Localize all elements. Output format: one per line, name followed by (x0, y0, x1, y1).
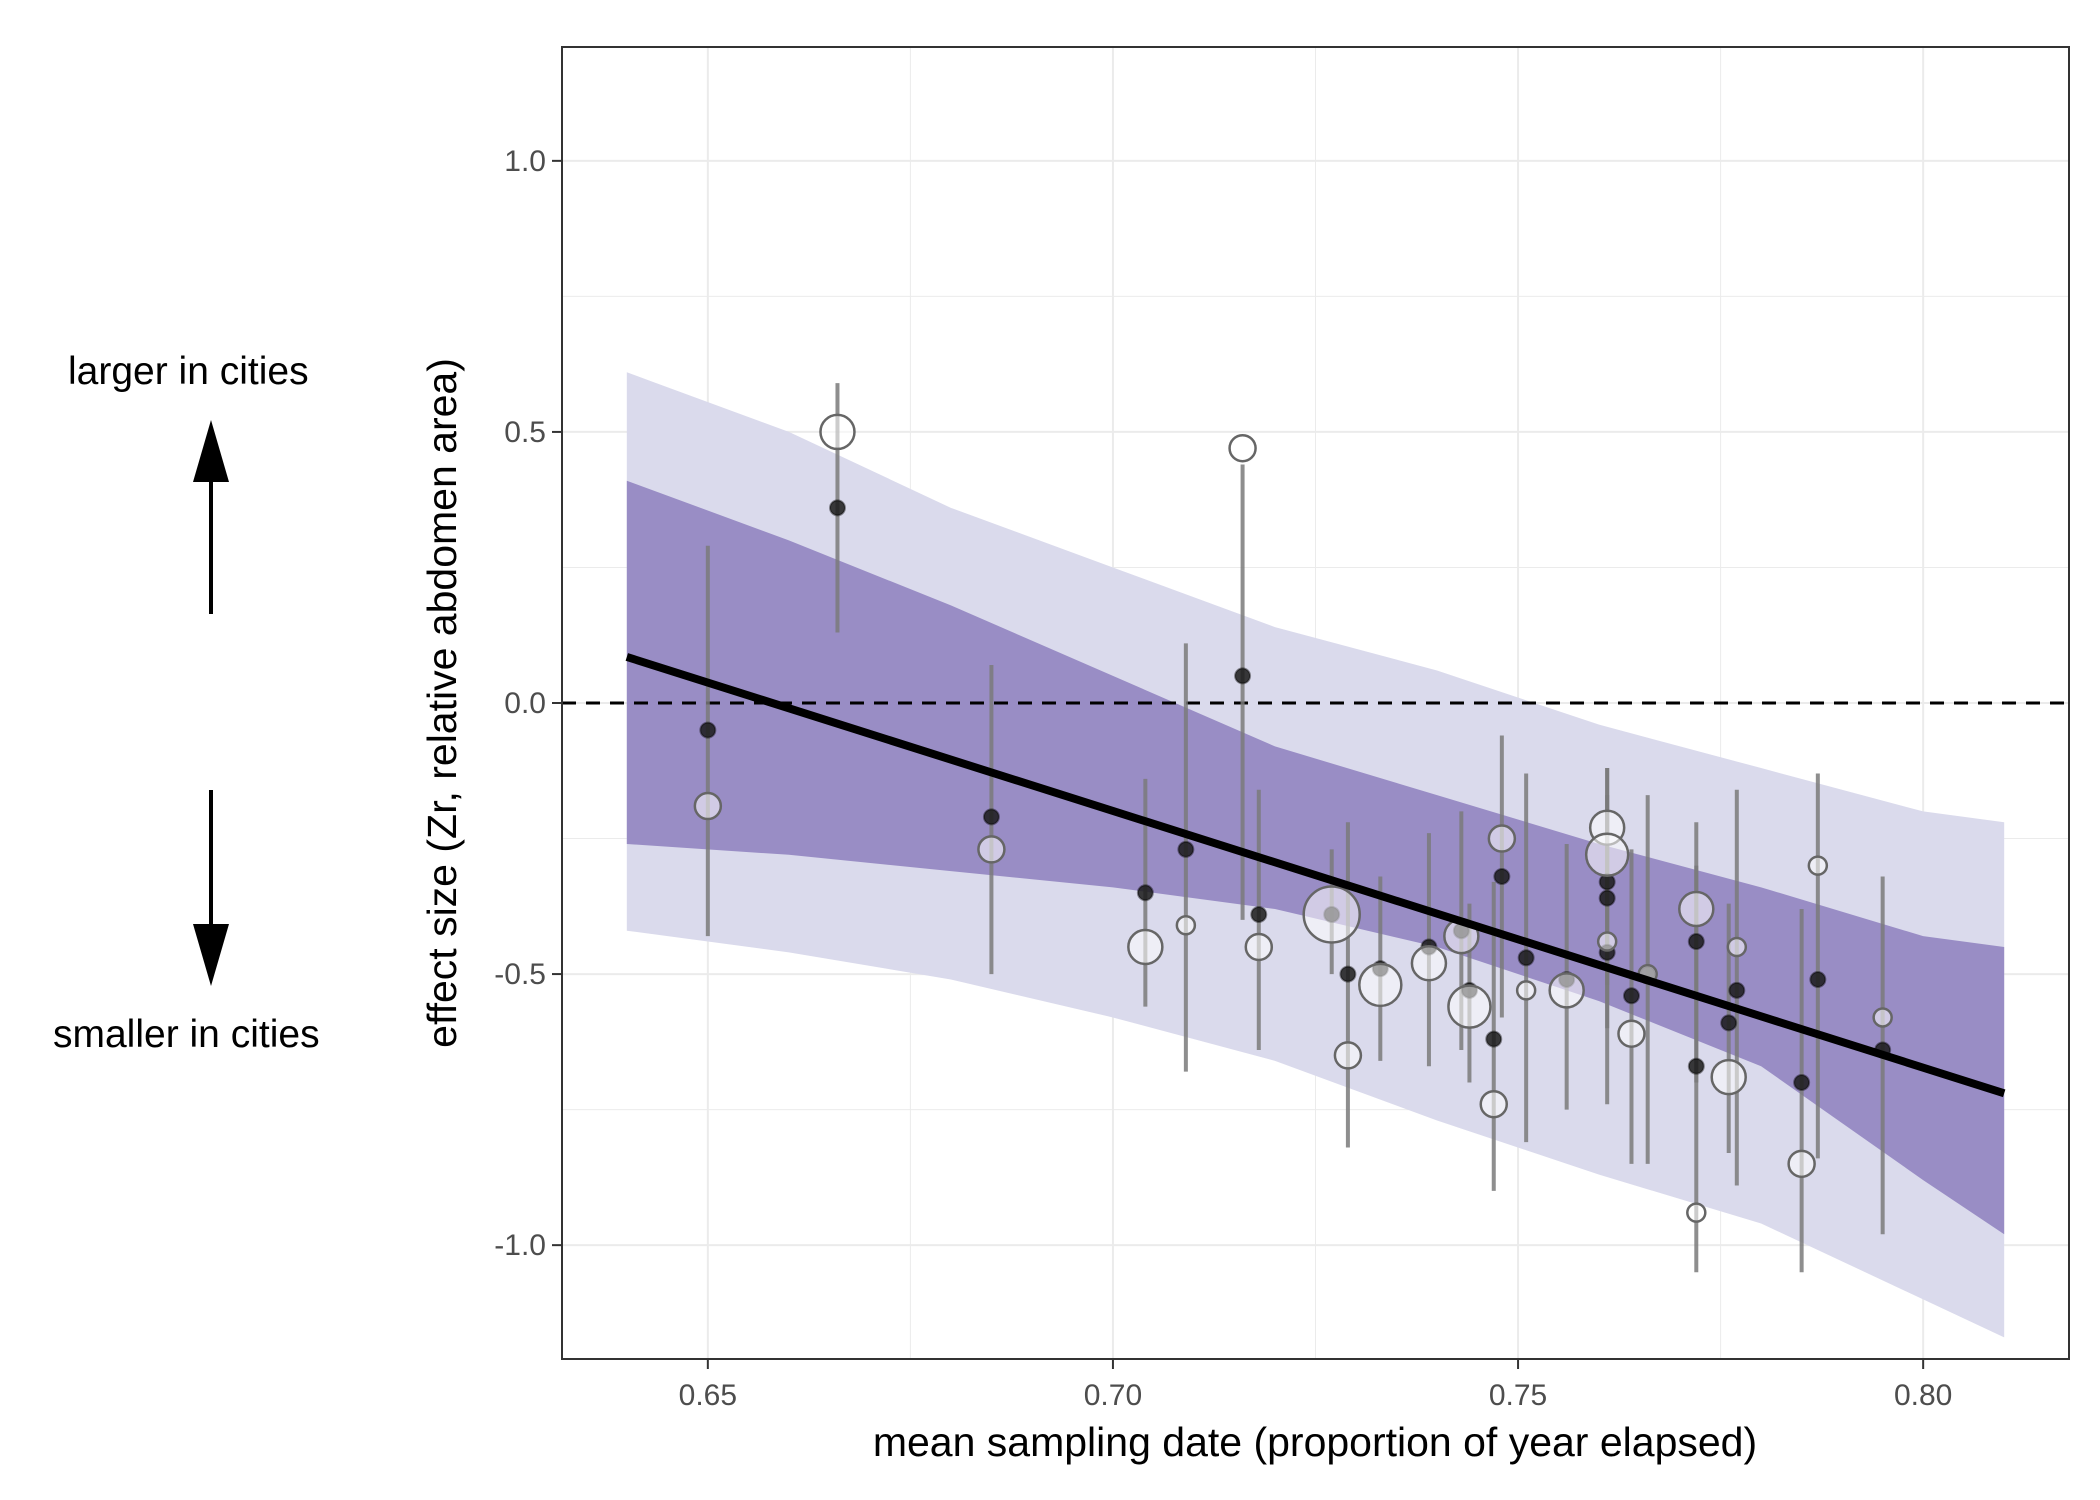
x-tick-label: 0.75 (1489, 1379, 1547, 1412)
predicted-point (1584, 832, 1630, 878)
predicted-point (1447, 984, 1492, 1029)
x-tick-label: 0.80 (1894, 1379, 1952, 1412)
predicted-point (1228, 433, 1257, 463)
observed-point (1809, 970, 1827, 988)
y-tick-label: 0.0 (504, 687, 546, 720)
observed-point (1720, 1014, 1738, 1032)
observed-point (1517, 949, 1535, 967)
observed-point (1234, 667, 1252, 685)
predicted-point (1617, 1019, 1646, 1048)
observed-point (1250, 905, 1268, 923)
predicted-point (1726, 936, 1748, 958)
predicted-point (1302, 885, 1361, 944)
predicted-point (1479, 1089, 1508, 1119)
observed-point (1485, 1030, 1503, 1048)
y-axis-title: effect size (Zr, relative abdomen area) (419, 358, 465, 1048)
x-tick-label: 0.65 (679, 1379, 737, 1412)
predicted-point (1710, 1058, 1747, 1096)
y-axis: 1.0 0.5 0.0 -0.5 -1.0 (494, 145, 562, 1262)
observed-point (699, 721, 717, 739)
larger-in-cities-label: larger in cities (68, 350, 309, 393)
observed-point (1339, 965, 1357, 983)
observed-point (1598, 889, 1616, 907)
fit-line (625, 653, 2006, 1098)
predicted-points (693, 413, 1893, 1223)
x-axis-title: mean sampling date (proportion of year e… (873, 1419, 1757, 1465)
predicted-point (1333, 1041, 1363, 1070)
observed-point (982, 808, 1000, 826)
observed-point (1728, 981, 1746, 999)
predicted-point (1175, 915, 1197, 936)
observed-point (1793, 1074, 1811, 1092)
observed-point (1622, 987, 1640, 1005)
y-tick-label: -1.0 (494, 1229, 546, 1262)
observed-point (1687, 933, 1705, 951)
down-arrow (193, 790, 229, 986)
observed-point (1687, 1057, 1705, 1075)
predicted-point (977, 835, 1006, 864)
x-tick-label: 0.70 (1084, 1379, 1142, 1412)
predicted-point (1787, 1149, 1816, 1179)
predicted-point (1358, 962, 1403, 1008)
y-tick-label: -0.5 (494, 958, 546, 991)
predicted-point (1596, 931, 1618, 952)
predicted-point (693, 791, 723, 821)
predicted-point (1686, 1202, 1707, 1223)
predicted-point (1872, 1007, 1893, 1028)
predicted-point (1410, 944, 1448, 982)
predicted-point (1127, 928, 1164, 966)
observed-point (1136, 884, 1154, 902)
observed-point (828, 499, 846, 517)
up-arrow (193, 420, 229, 614)
y-tick-label: 1.0 (504, 145, 546, 178)
predicted-point (819, 413, 856, 451)
predicted-point (1487, 824, 1517, 853)
predicted-point (1515, 980, 1537, 1001)
inner-confidence-band (626, 480, 2005, 1235)
smaller-in-cities-label: smaller in cities (53, 1013, 320, 1056)
predicted-point (1548, 972, 1585, 1009)
predicted-point (1244, 932, 1274, 962)
predicted-point (1807, 855, 1829, 876)
y-tick-label: 0.5 (504, 416, 546, 449)
observed-point (1493, 867, 1511, 885)
x-axis: 0.65 0.70 0.75 0.80 (679, 1359, 1952, 1412)
predicted-point (1678, 890, 1715, 928)
observed-point (1177, 840, 1195, 858)
